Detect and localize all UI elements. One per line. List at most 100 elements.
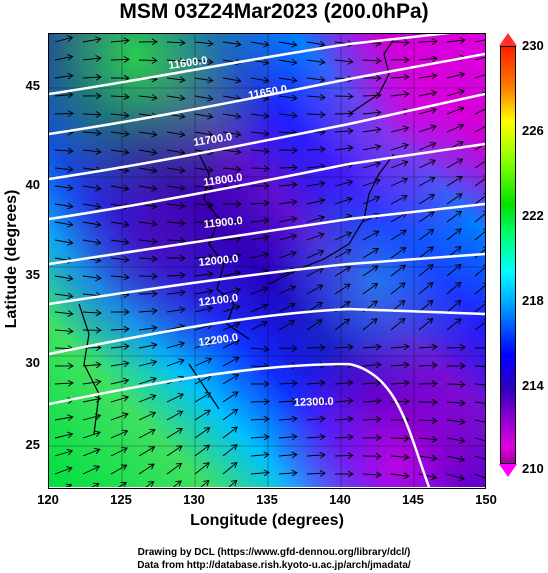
arrow-right-icon (250, 451, 270, 459)
credit-data: Data from http://database.rish.kyoto-u.a… (137, 560, 411, 571)
colorbar-tick-label: 230 (522, 38, 544, 53)
arrow-right-icon (418, 176, 436, 187)
arrow-right-icon (390, 160, 409, 169)
arrow-right-icon (222, 444, 238, 457)
arrow-right-icon (474, 36, 485, 43)
arrow-right-icon (278, 216, 298, 223)
arrow-right-icon (278, 320, 296, 331)
arrow-right-icon (306, 397, 326, 405)
arrow-right-icon (110, 481, 127, 487)
arrow-right-icon (138, 324, 158, 332)
arrow-right-icon (222, 40, 242, 48)
arrow-right-icon (166, 94, 186, 102)
arrow-right-icon (166, 166, 186, 174)
y-tick-label: 25 (25, 437, 40, 452)
arrow-right-icon (474, 122, 485, 133)
arrow-right-icon (306, 111, 326, 118)
arrow-right-icon (250, 380, 270, 388)
colorbar-tick-label: 226 (522, 123, 544, 138)
arrow-right-icon (138, 184, 158, 192)
arrow-right-icon (278, 397, 298, 405)
arrow-right-icon (390, 194, 408, 205)
arrow-right-icon (110, 308, 130, 316)
arrow-right-icon (194, 305, 214, 313)
arrow-right-icon (166, 130, 186, 138)
arrow-right-icon (222, 130, 242, 138)
arrow-right-icon (390, 398, 410, 405)
arrow-right-icon (138, 148, 158, 156)
arrow-right-icon (250, 76, 270, 84)
arrow-right-icon (82, 220, 102, 228)
arrow-right-icon (474, 344, 485, 352)
arrow-right-icon (194, 219, 214, 226)
arrow-right-icon (334, 196, 353, 205)
arrow-right-icon (334, 318, 351, 331)
arrow-right-icon (82, 55, 102, 62)
arrow-right-icon (306, 180, 326, 188)
arrow-right-icon (250, 469, 270, 477)
arrow-right-icon (362, 161, 382, 169)
arrow-right-icon (166, 462, 183, 475)
arrow-right-icon (54, 184, 74, 192)
arrow-right-icon (222, 479, 238, 487)
arrow-right-icon (110, 360, 130, 368)
arrow-right-icon (446, 299, 462, 313)
arrow-right-icon (82, 238, 102, 246)
arrow-right-icon (82, 482, 100, 487)
arrow-right-icon (110, 37, 130, 45)
y-tick-label: 30 (25, 355, 40, 370)
arrow-right-icon (110, 343, 130, 350)
arrow-right-icon (278, 380, 298, 387)
arrow-right-icon (362, 195, 381, 205)
arrow-right-icon (82, 73, 102, 81)
arrow-right-icon (474, 381, 485, 389)
arrow-right-icon (194, 288, 214, 295)
y-tick-label: 35 (25, 267, 40, 282)
arrow-right-icon (474, 363, 485, 371)
arrow-right-icon (110, 256, 130, 263)
arrow-right-icon (194, 166, 214, 174)
arrow-right-icon (474, 455, 485, 464)
arrow-right-icon (110, 412, 129, 421)
arrow-right-icon (54, 165, 74, 173)
x-axis-label: Longitude (degrees) (190, 512, 344, 529)
arrow-right-icon (166, 358, 185, 367)
arrow-right-icon (474, 400, 485, 408)
arrow-right-icon (54, 35, 74, 43)
y-tick-label: 45 (25, 78, 40, 93)
colorbar (500, 46, 516, 464)
arrow-right-icon (250, 165, 270, 172)
arrow-right-icon (250, 199, 270, 207)
arrow-right-icon (446, 210, 463, 223)
arrow-right-icon (446, 228, 462, 241)
arrow-right-icon (306, 344, 326, 352)
arrow-right-icon (390, 361, 410, 369)
arrow-right-icon (390, 73, 410, 81)
arrow-right-icon (82, 396, 102, 403)
arrow-right-icon (138, 411, 157, 421)
arrow-right-icon (166, 219, 186, 227)
arrow-right-icon (474, 300, 485, 313)
arrow-right-icon (54, 483, 73, 487)
arrow-right-icon (418, 194, 436, 205)
arrow-right-icon (474, 157, 485, 169)
arrow-right-icon (222, 408, 239, 421)
arrow-right-icon (138, 428, 156, 439)
arrow-right-icon (390, 264, 407, 277)
arrow-right-icon (110, 325, 130, 333)
arrow-right-icon (474, 227, 485, 241)
arrow-right-icon (362, 265, 379, 277)
arrow-right-icon (362, 178, 381, 187)
arrow-right-icon (54, 202, 74, 210)
arrow-right-icon (418, 72, 438, 80)
arrow-right-icon (138, 94, 158, 101)
arrow-right-icon (446, 437, 466, 444)
arrow-right-icon (222, 339, 241, 349)
arrow-right-icon (390, 472, 410, 480)
arrow-right-icon (138, 307, 158, 315)
arrow-right-icon (222, 165, 242, 173)
arrow-right-icon (222, 356, 240, 367)
arrow-right-icon (54, 54, 74, 61)
arrow-right-icon (390, 435, 410, 442)
map-plot-area: 11600.0 11650.0 11700.0 11800.0 11900.0 … (48, 33, 486, 489)
